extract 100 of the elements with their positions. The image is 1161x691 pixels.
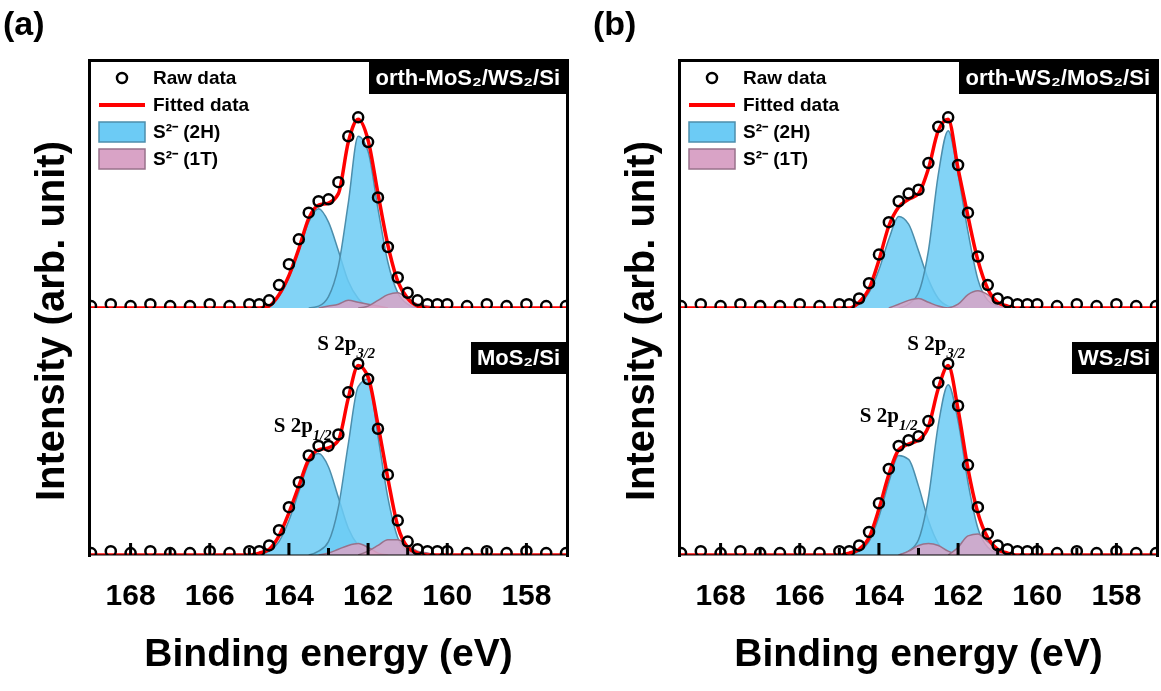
point: [1070, 297, 1084, 308]
point: [1001, 543, 1014, 555]
point: [941, 111, 955, 124]
x-tick-label: 166: [184, 578, 235, 611]
annotation: WS₂/Si: [1071, 342, 1156, 374]
legend-label: Raw data: [153, 66, 237, 90]
point: [351, 357, 365, 370]
point: [1011, 297, 1024, 308]
legend-label: Fitted data: [153, 93, 250, 117]
point: [922, 414, 935, 428]
point: [361, 135, 375, 149]
point: [734, 544, 747, 555]
x-tick-label: 158: [501, 578, 552, 611]
x-axis-title: Binding energy (eV): [143, 631, 514, 675]
point: [694, 544, 708, 555]
point: [1021, 297, 1034, 308]
point: [932, 120, 945, 134]
point: [203, 297, 216, 308]
annotation: S 2p$_{1/2}$: [273, 412, 332, 443]
point: [882, 215, 896, 229]
point: [852, 539, 866, 552]
point: [243, 544, 256, 555]
point: [104, 544, 118, 555]
point: [282, 257, 296, 271]
point: [833, 544, 846, 555]
point: [862, 525, 876, 539]
point: [292, 233, 306, 246]
point: [401, 535, 414, 548]
point: [971, 500, 985, 514]
point: [252, 544, 266, 555]
point: [312, 194, 325, 208]
point: [912, 430, 925, 443]
point: [1031, 544, 1044, 555]
annotation: S 2p$_{3/2}$: [907, 330, 966, 361]
point: [892, 439, 905, 453]
point: [302, 206, 315, 219]
x-tick-label: 168: [105, 578, 156, 611]
point: [793, 297, 806, 308]
legend-label: Fitted data: [743, 93, 840, 117]
point: [793, 544, 806, 555]
x-tick-label: 162: [343, 578, 394, 611]
point: [892, 194, 905, 208]
point: [1031, 297, 1044, 308]
point: [872, 497, 886, 510]
point: [833, 297, 846, 308]
point: [981, 278, 995, 292]
point: [391, 271, 405, 284]
point: [104, 297, 118, 308]
point: [411, 294, 424, 307]
point: [991, 539, 1004, 552]
point: [292, 476, 306, 489]
x-tick-label: 164: [853, 578, 905, 611]
point: [243, 297, 256, 308]
point: [391, 514, 405, 527]
legend-label: S²⁻ (1T): [743, 147, 809, 171]
point: [1001, 296, 1014, 308]
point: [421, 297, 434, 308]
point: [272, 278, 286, 292]
point: [312, 439, 325, 453]
point: [520, 297, 533, 308]
point: [431, 297, 444, 308]
point: [332, 175, 345, 189]
x-tick-label: 160: [422, 578, 473, 611]
point: [401, 286, 414, 299]
point: [441, 544, 454, 555]
x-tick-label: 158: [1091, 578, 1142, 611]
point: [371, 422, 385, 435]
point: [961, 206, 975, 219]
point: [734, 297, 747, 308]
point: [203, 544, 216, 555]
x-tick-label: 166: [774, 578, 825, 611]
point: [342, 130, 355, 143]
point: [322, 193, 335, 206]
point: [951, 399, 965, 413]
point: [441, 297, 454, 308]
point: [1110, 297, 1123, 308]
legend-label: S²⁻ (2H): [743, 120, 811, 144]
point: [862, 276, 876, 290]
point: [272, 523, 286, 537]
y-axis-title: Intensity (arb. unit): [27, 140, 73, 503]
point: [872, 248, 886, 261]
point: [842, 544, 856, 555]
point: [1021, 544, 1034, 555]
point: [1011, 544, 1024, 555]
point: [421, 544, 434, 555]
point: [902, 187, 915, 200]
point: [342, 386, 355, 399]
point: [282, 500, 296, 514]
point: [991, 292, 1004, 305]
legend-label: S²⁻ (2H): [153, 120, 221, 144]
text: orth-MoS₂/WS₂/Si: [369, 62, 566, 94]
point: [144, 544, 157, 555]
point: [961, 458, 975, 472]
point: [902, 433, 915, 447]
point: [371, 191, 385, 204]
point: [981, 527, 995, 541]
point: [882, 462, 896, 476]
annotation: S 2p$_{3/2}$: [317, 330, 376, 361]
point: [941, 357, 955, 370]
text: orth-WS₂/MoS₂/Si: [959, 62, 1156, 94]
